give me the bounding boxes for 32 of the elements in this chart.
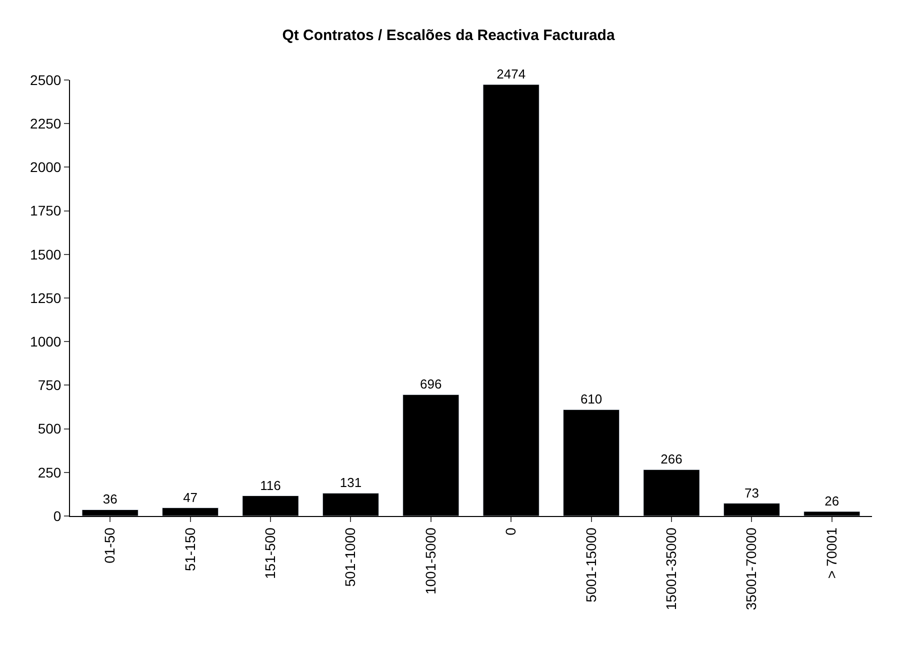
y-tick-label: 1000 — [30, 334, 62, 350]
data-label: 266 — [660, 452, 682, 467]
data-label: 73 — [744, 485, 759, 500]
x-tick-label: 501-1000 — [342, 527, 358, 587]
data-label: 116 — [260, 478, 281, 493]
y-tick-label: 1250 — [30, 290, 62, 306]
y-tick-label: 500 — [38, 420, 62, 437]
chart-title: Qt Contratos / Escalões da Reactiva Facturada — [282, 27, 616, 44]
y-tick-label: 1500 — [30, 246, 62, 262]
x-tick-label: > 70001 — [823, 527, 840, 579]
x-tick-label: 15001-35000 — [663, 527, 680, 610]
y-tick-label: 2500 — [30, 72, 62, 88]
data-label: 2474 — [496, 66, 526, 82]
y-tick-label: 1750 — [30, 202, 62, 219]
x-tick-label: 35001-70000 — [743, 527, 760, 610]
data-label: 47 — [183, 490, 198, 505]
data-label: 131 — [340, 475, 362, 490]
x-tick-label: 01-50 — [102, 527, 118, 564]
data-label: 26 — [824, 493, 840, 508]
y-tick-label: 2250 — [30, 116, 62, 132]
x-tick-label: 0 — [502, 527, 519, 536]
x-tick-label: 1001-5000 — [422, 527, 438, 595]
data-label: 610 — [580, 392, 602, 407]
y-tick-label: 2000 — [30, 159, 62, 176]
x-tick-label: 51-150 — [182, 527, 198, 572]
y-tick-label: 750 — [38, 377, 62, 394]
x-tick-label: 151-500 — [262, 527, 278, 579]
data-label: 696 — [420, 376, 442, 392]
y-tick-label: 0 — [53, 508, 62, 524]
y-tick-label: 250 — [38, 464, 62, 480]
x-tick-label: 5001-15000 — [582, 527, 599, 602]
data-label: 36 — [102, 492, 118, 507]
